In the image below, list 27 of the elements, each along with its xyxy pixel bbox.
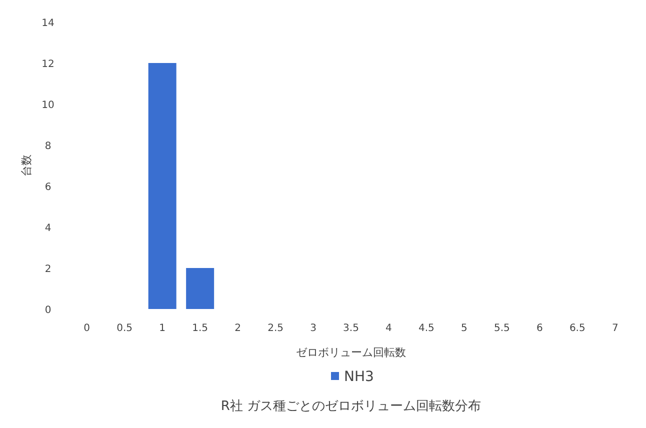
xlabel: ゼロボリューム回転数 [296, 346, 406, 359]
ytick: 6 [44, 182, 52, 193]
title: R社 ガス種ごとのゼロボリューム回転数分布 [220, 399, 482, 414]
ytick: 4 [44, 223, 52, 234]
xtick: 1 [159, 323, 166, 334]
xtick: 5.5 [494, 323, 510, 334]
xtick: 4 [386, 323, 392, 334]
xtick: 4.5 [418, 323, 434, 334]
ytick: 8 [44, 141, 52, 152]
ylabel: 台数 [20, 154, 33, 176]
ytick: 0 [44, 305, 52, 316]
xtick: 6 [536, 323, 543, 334]
xtick: 6.5 [569, 323, 586, 334]
ytick: 2 [44, 264, 52, 275]
ytick: 14 [42, 18, 54, 29]
xtick: 0 [84, 323, 90, 334]
xtick: 1.5 [192, 323, 208, 334]
xtick: 0.5 [116, 323, 133, 334]
xtick: 7 [612, 323, 618, 334]
xtick: 5 [461, 323, 468, 334]
xtick: 3 [310, 323, 316, 334]
legend: NH3 [344, 369, 374, 385]
ytick: 10 [42, 100, 54, 111]
xtick: 3.5 [343, 323, 359, 334]
xtick: 2 [234, 323, 241, 334]
ytick: 12 [42, 59, 54, 70]
xtick: 2.5 [268, 323, 284, 334]
